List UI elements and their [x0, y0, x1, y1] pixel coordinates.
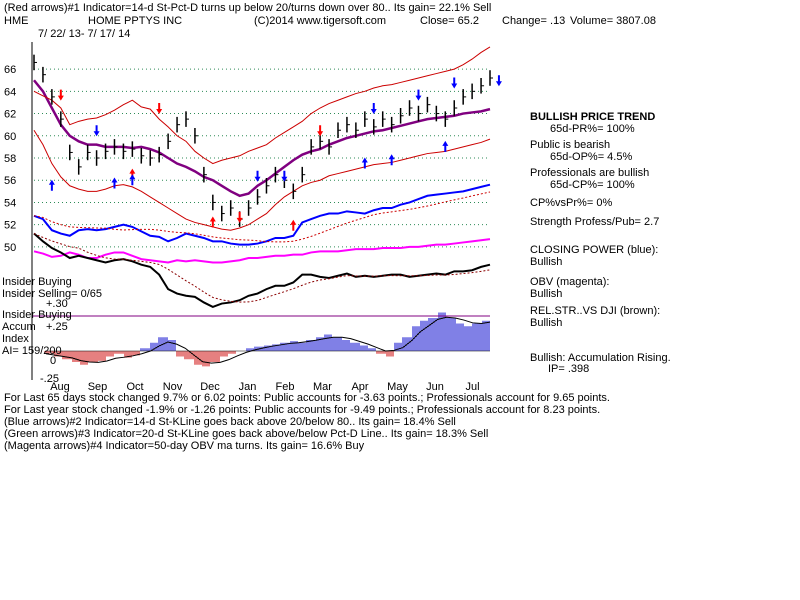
- ai-label: AI= 159/200: [2, 345, 62, 357]
- y-tick-label: 66: [4, 64, 16, 76]
- close-value: Close= 65.2: [420, 15, 479, 27]
- cp-bullish: Bullish: [530, 256, 562, 268]
- x-tick-label: Mar: [313, 381, 332, 393]
- y-tick-label: 58: [4, 153, 16, 165]
- accum-zero: 0: [50, 355, 56, 367]
- closing-power-label: CLOSING POWER (blue):: [530, 244, 658, 256]
- pr-label: 65d-PR%= 100%: [550, 123, 635, 135]
- x-tick-label: Sep: [88, 381, 108, 393]
- public-label: Public is bearish: [530, 139, 610, 151]
- company-name: HOME PPTYS INC: [88, 15, 182, 27]
- blue-arrow: [451, 77, 458, 89]
- y-tick-label: 54: [4, 197, 16, 209]
- y-tick-label: 60: [4, 131, 16, 143]
- grid-lines: [34, 68, 490, 248]
- ip-label: IP= .398: [548, 363, 589, 375]
- red-arrow: [57, 89, 64, 101]
- red-arrow: [236, 211, 243, 223]
- x-tick-label: Aug: [50, 381, 70, 393]
- up-arrow: [129, 174, 136, 186]
- footer-line-4: (Green arrows)#3 Indicator=20-d St-KLine…: [4, 428, 488, 440]
- pros-label: Professionals are bullish: [530, 167, 649, 179]
- red-arrow: [209, 216, 216, 228]
- footer-line-5: (Magenta arrows)#4 Indicator=50-day OBV …: [4, 440, 365, 452]
- header-indicator-1: (Red arrows)#1 Indicator=14-d St-Pct-D t…: [4, 2, 491, 14]
- blue-arrow: [495, 75, 502, 87]
- series-lines: [33, 46, 491, 308]
- accum-plus25: +.25: [46, 321, 68, 333]
- footer-line-2: For Last year stock changed -1.9% or -1.…: [4, 404, 600, 416]
- red-arrow: [156, 103, 163, 114]
- y-tick-label: 56: [4, 175, 16, 187]
- accum-minus25: -.25: [40, 373, 59, 385]
- x-tick-label: Dec: [200, 381, 220, 393]
- series-21-day-ma: [33, 79, 491, 198]
- obv-label: OBV (magenta):: [530, 276, 609, 288]
- price-bars: [33, 54, 493, 227]
- x-tick-label: Jan: [239, 381, 257, 393]
- op-label: 65d-OP%= 4.5%: [550, 151, 632, 163]
- x-tick-label: Nov: [163, 381, 183, 393]
- accum-label: Accum: [2, 321, 36, 333]
- blue-arrow: [415, 89, 422, 101]
- date-range: 7/ 22/ 13- 7/ 17/ 14: [38, 28, 130, 40]
- y-tick-label: 50: [4, 242, 16, 254]
- change-value: Change= .13: [502, 15, 565, 27]
- y-tick-label: 62: [4, 109, 16, 121]
- up-arrow: [388, 154, 395, 166]
- blue-arrow: [281, 170, 288, 182]
- accum-index-label: Index: [2, 333, 29, 345]
- insider-buying-label-2: Insider Buying: [2, 309, 72, 321]
- y-tick-labels: 50 52 54 56 58 60 62 64 66: [4, 64, 16, 254]
- x-tick-label: Oct: [126, 381, 143, 393]
- red-arrow: [290, 219, 297, 231]
- series-lower-band: [33, 129, 491, 231]
- footer-line-1: For Last 65 days stock changed 9.7% or 6…: [4, 392, 610, 404]
- x-tick-label: Jul: [465, 381, 479, 393]
- series-relstr-ma: [33, 233, 491, 303]
- blue-arrow: [254, 170, 261, 182]
- blue-arrow: [93, 125, 100, 137]
- signal-arrows: [48, 75, 502, 231]
- up-arrow: [111, 177, 118, 189]
- copyright: (C)2014 www.tigersoft.com: [254, 15, 386, 27]
- up-arrow: [48, 179, 55, 191]
- accum-rising-label: Bullish: Accumulation Rising.: [530, 352, 671, 364]
- strength-label: Strength Profess/Pub= 2.7: [530, 216, 659, 228]
- y-tick-label: 64: [4, 86, 16, 98]
- up-arrow: [361, 157, 368, 169]
- obv-bullish: Bullish: [530, 288, 562, 300]
- ticker: HME: [4, 15, 28, 27]
- y-tick-label: 52: [4, 220, 16, 232]
- x-tick-label: Feb: [276, 381, 295, 393]
- red-arrow: [129, 168, 136, 180]
- series-cp-ma: [33, 191, 491, 243]
- series-obv: [33, 238, 491, 264]
- relstr-bullish: Bullish: [530, 317, 562, 329]
- series-relative-strength-vs-dji: [33, 232, 491, 308]
- blue-arrow: [370, 103, 377, 114]
- up-arrow: [442, 140, 449, 152]
- accumulation-histogram: [44, 312, 491, 367]
- plus30-label: +.30: [46, 298, 68, 310]
- series-upper-band: [33, 46, 491, 165]
- accum-ma-line: [45, 316, 491, 364]
- cpvspr-label: CP%vsPr%= 0%: [530, 197, 612, 209]
- insider-buying-label: Insider Buying: [2, 276, 72, 288]
- x-tick-label: Apr: [351, 381, 368, 393]
- volume-value: Volume= 3807.08: [570, 15, 656, 27]
- cp-label: 65d-CP%= 100%: [550, 179, 635, 191]
- relstr-label: REL.STR..VS DJI (brown):: [530, 305, 660, 317]
- x-tick-label: May: [387, 381, 408, 393]
- x-tick-labels: Aug Sep Oct Nov Dec Jan Feb Mar Apr May Jun Jul: [50, 381, 479, 393]
- series-closing-power: [33, 183, 491, 246]
- insider-selling-label: Insider Selling= 0/65: [2, 288, 102, 300]
- footer-line-3: (Blue arrows)#2 Indicator=14-d St-KLine …: [4, 416, 456, 428]
- trend-label: BULLISH PRICE TREND: [530, 111, 655, 123]
- x-tick-label: Jun: [426, 381, 444, 393]
- red-arrow: [317, 125, 324, 137]
